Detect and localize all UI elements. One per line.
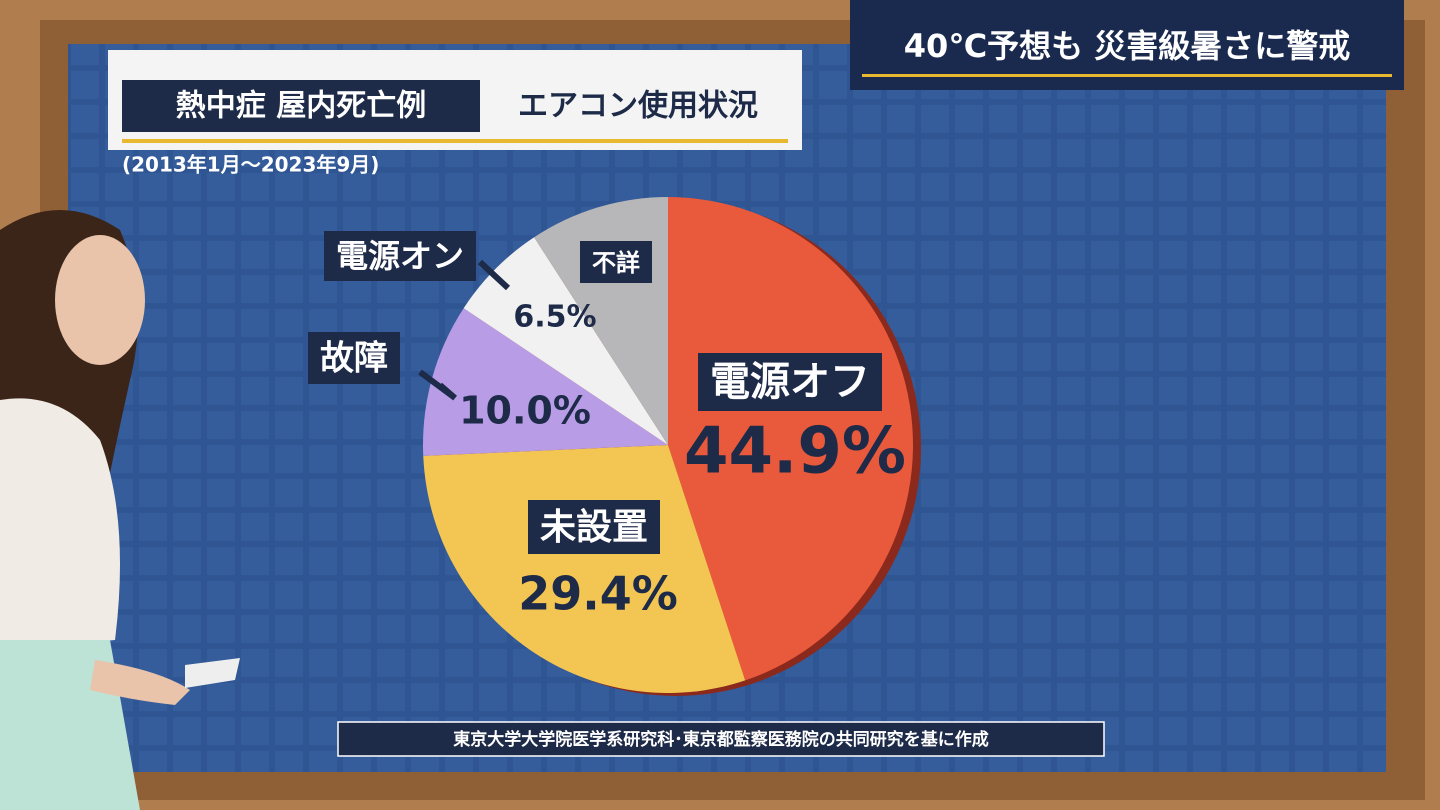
category-box xyxy=(528,500,660,554)
category-box xyxy=(580,241,652,283)
category-label: 故障 xyxy=(320,339,388,379)
title-box xyxy=(122,80,480,132)
category-box xyxy=(308,332,400,384)
category-label: 電源オン xyxy=(336,237,464,275)
title-underline xyxy=(122,139,788,143)
category-label: 不詳 xyxy=(592,249,640,277)
leader-line xyxy=(477,259,511,291)
source-box xyxy=(337,721,1105,757)
category-box xyxy=(324,231,476,281)
pie-slice xyxy=(423,308,668,456)
pie-slice xyxy=(423,445,746,693)
subtitle: エアコン使用状況 xyxy=(518,89,758,124)
source: 東京大学大学院医学系研究科･東京都監察医務院の共同研究を基に作成 xyxy=(453,729,989,750)
category-label: 未設置 xyxy=(540,507,648,548)
presenter xyxy=(0,210,240,810)
value-label: 44.9% xyxy=(684,415,906,489)
pie-slice xyxy=(668,197,913,681)
pie-slice xyxy=(463,237,668,445)
value-label: 10.0% xyxy=(459,389,591,433)
title: 熱中症 屋内死亡例 xyxy=(176,89,426,124)
period: (2013年1月～2023年9月) xyxy=(122,153,379,177)
banner-underline xyxy=(862,74,1392,77)
value-label: 6.5% xyxy=(513,300,596,335)
value-label: 29.4% xyxy=(518,567,678,621)
banner: 40℃予想も 災害級暑さに警戒 xyxy=(904,27,1350,65)
pie: 電源オフ 44.9% 未設置 29.4% 故障 10.0% 電源オン 6.5% 不詳 xyxy=(308,197,913,693)
category-label: 電源オフ xyxy=(710,359,870,405)
category-box xyxy=(698,353,882,411)
leader-line xyxy=(418,369,457,401)
